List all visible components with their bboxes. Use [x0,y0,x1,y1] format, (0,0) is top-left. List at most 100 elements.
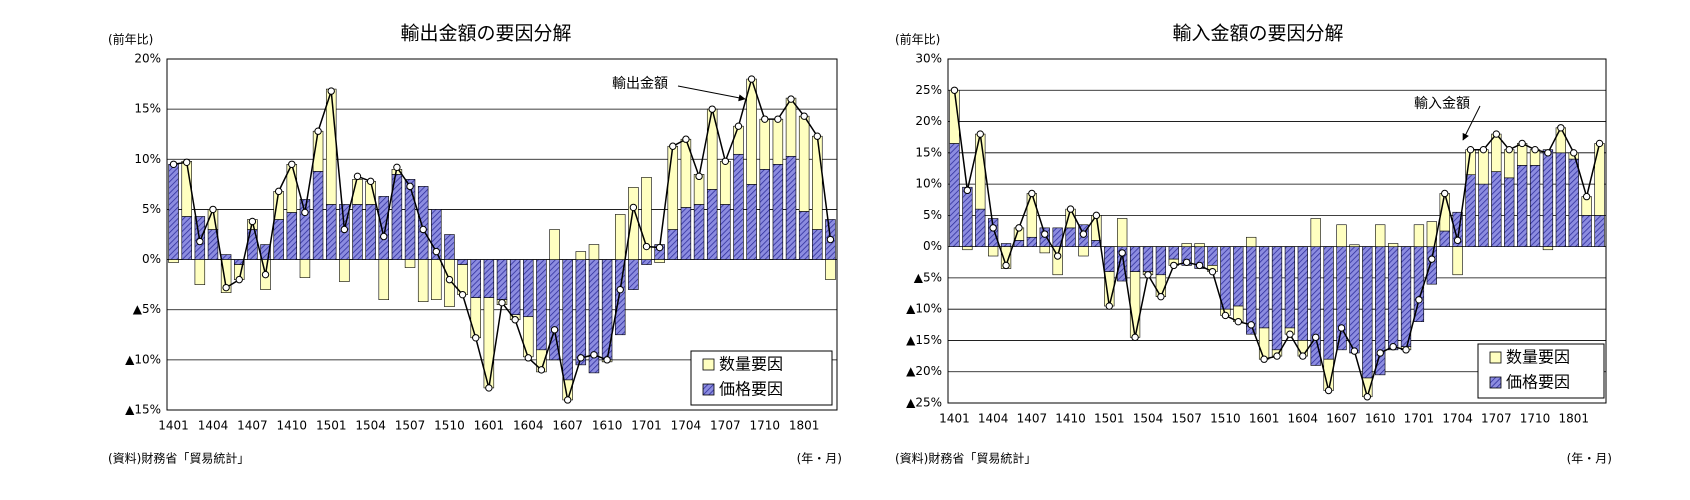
annotation: 輸入金額 [1414,96,1470,112]
point [563,396,572,404]
point [1002,261,1010,270]
bar [1555,152,1566,247]
bar [680,207,692,260]
x-tick-label: 1504 [355,419,386,433]
bar [733,153,744,260]
bar [962,186,973,247]
point [800,112,808,120]
bar [667,145,679,230]
bar [470,259,481,298]
bar [273,219,284,260]
bar [1220,246,1231,310]
point [209,205,217,214]
x-tick-label: 1607 [1326,412,1357,426]
point [577,354,585,362]
y-tick-label: 30% [915,52,942,66]
point [1402,346,1410,354]
point [1363,393,1372,401]
y-tick-label: 25% [915,83,942,97]
bar [975,208,986,247]
point [1157,292,1165,301]
bar [1465,174,1476,247]
point [1557,124,1565,132]
bar [1246,246,1257,335]
point [288,160,296,169]
y-tick-label: ▲10% [906,302,942,316]
x-tick-label: 1401 [158,419,189,433]
bar [1026,193,1038,238]
x-tick-label: 1601 [1249,412,1280,426]
y-tick-label: 5% [923,208,942,222]
bar [720,160,731,205]
bar [1478,183,1489,247]
legend-label: 数量要因 [1506,348,1570,367]
bar [1349,246,1360,354]
point [445,275,454,284]
bar [641,259,652,265]
bar [1426,246,1437,285]
x-tick-label: 1407 [1017,412,1048,426]
x-tick-label: 1404 [198,419,229,433]
x-tick-label: 1504 [1133,412,1164,426]
y-tick-label: ▲5% [914,270,942,284]
bar [1000,243,1012,247]
point [274,187,283,196]
bar [720,204,731,260]
point [419,225,427,234]
bar [404,179,416,260]
x-tick-label: 1407 [237,419,268,433]
annotation-arrow [1462,105,1481,141]
chart-title: 輸出金額の要因分解 [400,23,571,45]
point [1247,321,1255,329]
bar [1439,230,1450,247]
chart-title: 輸入金額の要因分解 [1172,23,1343,45]
bar [1065,227,1076,247]
y-tick-label: ▲5% [133,302,161,316]
bar [1413,224,1425,247]
point [734,122,743,130]
legend-label: 価格要因 [719,380,783,399]
bar [1207,246,1218,266]
bar [812,229,823,260]
bar [785,155,797,260]
source: (資料)財務省「貿易統計」 [895,451,1036,466]
bar [1375,224,1386,247]
bar [975,133,986,210]
point [1582,192,1591,201]
x-tick-label: 1707 [1481,412,1512,426]
bar [562,259,573,381]
x-tick-label: 1701 [1404,412,1435,426]
point [1531,145,1539,154]
point [1376,349,1384,357]
x-tick-label: 1610 [1365,412,1396,426]
bar [1400,246,1412,348]
bar [325,204,337,260]
point [380,232,388,241]
bar [1284,246,1296,329]
point [327,87,335,95]
bar [1349,244,1360,247]
bar [457,259,468,265]
point [976,130,984,138]
bar [1581,215,1592,247]
x-tick-label: 1701 [631,419,662,433]
bar [365,204,376,260]
point [629,203,638,212]
bar [772,118,784,165]
x-tick-label: 1704 [1442,412,1473,426]
legend-swatch [702,383,715,396]
bar [1117,218,1128,247]
bar [417,259,429,302]
bar [352,204,363,260]
point [708,105,716,113]
bar [1491,133,1502,172]
point [1092,211,1101,220]
point [1015,224,1023,232]
point [458,290,467,299]
point [1260,355,1268,363]
bar [181,160,192,217]
x-tick-label: 1801 [1558,412,1589,426]
bar [1542,149,1554,247]
bar [1026,236,1038,247]
point [1350,347,1359,355]
